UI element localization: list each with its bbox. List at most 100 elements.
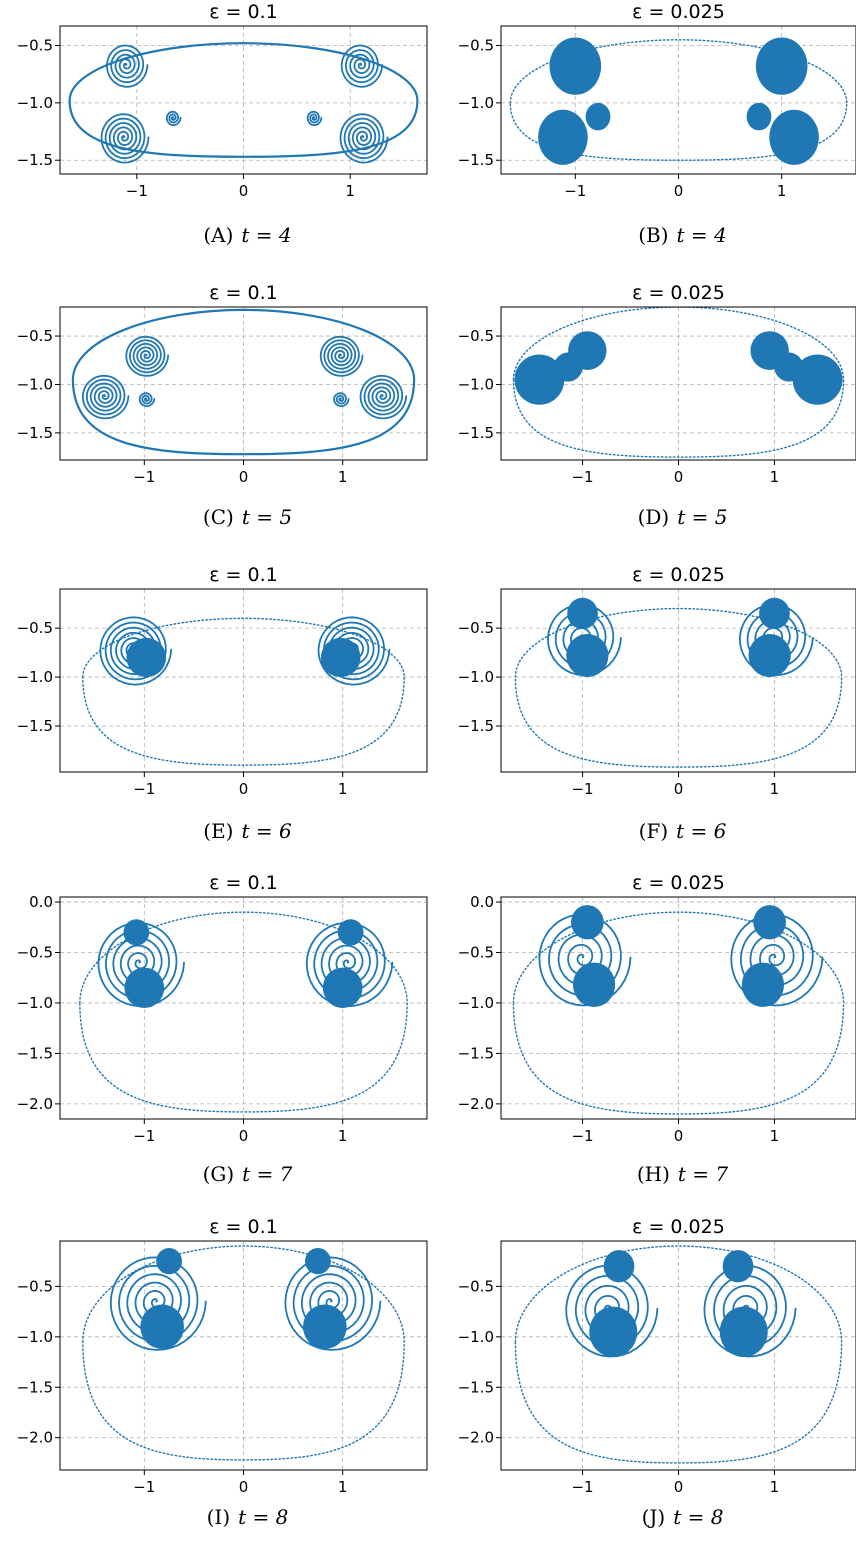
- spiral-roll-up: [340, 44, 384, 88]
- x-tick-label: 1: [770, 780, 780, 798]
- vortex-core: [792, 354, 843, 405]
- spiral-roll-up: [166, 110, 182, 126]
- data-layer: [514, 597, 843, 768]
- y-tick-label: 0.0: [470, 893, 494, 911]
- vortex-core: [755, 37, 808, 95]
- y-tick-label: −1.0: [17, 94, 53, 112]
- x-tick-label: 0: [239, 182, 249, 200]
- caption-label: (J): [642, 1505, 666, 1529]
- vortex-core: [126, 637, 167, 678]
- axes-frame: [500, 306, 856, 461]
- spiral-roll-up: [538, 913, 632, 1007]
- x-tick-label: 0: [239, 1478, 249, 1496]
- y-tick-label: −2.0: [17, 1095, 53, 1113]
- y-tick-label: −2.0: [17, 1429, 53, 1447]
- axes-frame: [500, 1240, 856, 1471]
- x-tick-label: 1: [338, 468, 348, 486]
- panel-caption: (A) t = 4: [203, 223, 291, 247]
- panel-title: ε = 0.1: [209, 1216, 278, 1238]
- panel-title: ε = 0.025: [632, 1, 725, 23]
- y-tick-label: −0.5: [17, 944, 53, 962]
- caption-label: (D): [638, 505, 670, 529]
- y-tick-label: −0.5: [17, 619, 53, 637]
- x-tick-label: 1: [338, 780, 348, 798]
- vortex-core: [753, 905, 786, 940]
- spiral-roll-up: [138, 392, 156, 407]
- panel-caption: (F) t = 6: [639, 819, 727, 843]
- x-tick-label: 0: [674, 1478, 684, 1496]
- vortex-core: [514, 354, 565, 405]
- vortex-sheet-outline: [514, 1245, 843, 1464]
- spiral-roll-up: [106, 44, 149, 88]
- x-tick-label: −1: [133, 1478, 155, 1496]
- spiral-roll-up: [739, 603, 814, 676]
- x-tick-label: −1: [133, 1127, 155, 1145]
- axes-frame: [500, 896, 856, 1120]
- x-tick-label: −1: [571, 1478, 593, 1496]
- vortex-core: [571, 905, 604, 940]
- caption-label: (F): [639, 819, 668, 843]
- x-tick-label: 1: [338, 1127, 348, 1145]
- panel-caption: (B) t = 4: [638, 223, 727, 247]
- spiral-roll-up: [100, 113, 150, 164]
- panel-title: ε = 0.025: [632, 564, 725, 586]
- vortex-sheet-outline: [71, 308, 416, 456]
- spiral-roll-up: [81, 374, 130, 420]
- caption-time: t = 8: [673, 1505, 723, 1529]
- panel-title: ε = 0.1: [209, 1, 278, 23]
- caption-time: t = 8: [238, 1505, 288, 1529]
- panel-d: −1 0 1 −0.5 −1.0 −1.5 ε = 0.025 (D) t = 5: [458, 282, 856, 529]
- caption-time: t = 5: [677, 505, 727, 529]
- panel-caption: (J) t = 8: [642, 1505, 724, 1529]
- caption-label: (I): [207, 1505, 231, 1529]
- data-layer: [71, 308, 416, 456]
- y-tick-label: −1.5: [458, 1378, 494, 1396]
- data-layer: [512, 905, 845, 1115]
- spiral-roll-up: [339, 113, 389, 164]
- data-layer: [68, 42, 419, 164]
- data-layer: [509, 37, 848, 165]
- x-tick-label: 0: [674, 780, 684, 798]
- caption-label: (C): [203, 505, 234, 529]
- vortex-core: [304, 1248, 331, 1275]
- vortex-core: [719, 1306, 768, 1358]
- y-tick-label: −1.5: [458, 717, 494, 735]
- caption-time: t = 7: [678, 1162, 729, 1186]
- caption-label: (A): [203, 223, 233, 247]
- caption-label: (B): [638, 223, 668, 247]
- x-tick-label: 0: [239, 780, 249, 798]
- spiral-roll-up: [565, 1264, 659, 1358]
- panel-caption: (G) t = 7: [203, 1162, 293, 1186]
- y-tick-label: −0.5: [458, 944, 494, 962]
- caption-time: t = 6: [241, 819, 292, 843]
- spiral-roll-up: [730, 913, 824, 1007]
- x-tick-label: −1: [571, 1127, 593, 1145]
- x-tick-label: 1: [770, 1478, 780, 1496]
- vortex-core: [320, 637, 361, 678]
- y-tick-label: −1.0: [17, 994, 53, 1012]
- y-tick-label: −1.0: [17, 1328, 53, 1346]
- spiral-roll-up: [97, 922, 185, 1007]
- y-tick-label: −1.0: [458, 668, 494, 686]
- axes-frame: [500, 588, 856, 773]
- spiral-roll-up: [306, 110, 323, 126]
- vortex-core: [156, 1248, 183, 1275]
- x-tick-label: −1: [571, 468, 593, 486]
- panel-title: ε = 0.1: [209, 282, 278, 304]
- panel-title: ε = 0.1: [209, 872, 278, 894]
- vortex-core: [303, 1304, 347, 1349]
- panel-b: −1 0 1 −0.5 −1.0 −1.5 ε = 0.025 (B) t = 4: [458, 1, 856, 247]
- y-tick-label: −1.5: [458, 1044, 494, 1062]
- axes-frame: [59, 588, 428, 773]
- spiral-roll-up: [359, 374, 408, 420]
- panel-caption: (H) t = 7: [637, 1162, 729, 1186]
- panel-c: −1 0 1 −0.5 −1.0 −1.5 ε = 0.1 (C) t = 5: [17, 282, 428, 529]
- caption-label: (E): [203, 819, 233, 843]
- y-tick-label: −1.5: [458, 424, 494, 442]
- y-tick-label: −1.0: [458, 994, 494, 1012]
- panel-caption: (C) t = 5: [203, 505, 292, 529]
- y-tick-label: −1.0: [458, 375, 494, 393]
- y-tick-label: −0.5: [17, 1277, 53, 1295]
- spiral-roll-up: [703, 1264, 797, 1358]
